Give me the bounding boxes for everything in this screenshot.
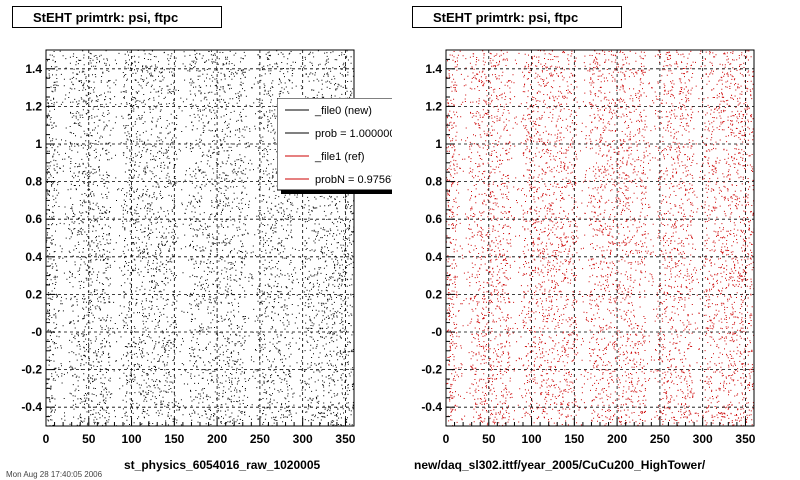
x-tick-label: 250 (650, 432, 670, 446)
y-tick-label: -0.4 (21, 400, 42, 414)
y-tick-label: -0 (431, 325, 442, 339)
grid (46, 50, 354, 426)
chart-panel-1: 0 50 100 150 200 250 300 350 -0.4 -0.2 -0 0.2 0.4 0.6… (421, 49, 756, 446)
y-tick-label: 0.8 (25, 175, 42, 189)
right-chart-title: StEHT primtrk: psi, ftpc (412, 6, 622, 28)
x-tick-label: 0 (43, 432, 50, 446)
legend-entry-label: _file0 (new) (314, 105, 372, 117)
x-tick-label: 200 (207, 432, 227, 446)
x-tick-label: 300 (693, 432, 713, 446)
y-tick-label: 1.2 (425, 99, 442, 113)
x-tick-label: 50 (82, 432, 96, 446)
right-chart-xlabel: new/daq_sl302.ittf/year_2005/CuCu200_Hig… (414, 458, 706, 472)
scatter-point-cloud (46, 50, 354, 426)
y-tick-label: -0 (31, 325, 42, 339)
scatter-points (446, 50, 754, 426)
y-tick-label: 0.6 (25, 212, 42, 226)
x-tick-label: 0 (443, 432, 450, 446)
left-chart-title: StEHT primtrk: psi, ftpc (12, 6, 222, 28)
scatter-point-cloud (446, 50, 754, 426)
legend: _file0 (new) prob = 1.000000 _file1 (ref) p… (277, 98, 403, 194)
legend-box (277, 98, 392, 191)
y-tick-label: 0.4 (425, 250, 442, 264)
y-tick-label: 0.8 (425, 175, 442, 189)
legend-entry-label: probN = 0.975675 (315, 174, 403, 186)
x-tick-label: 350 (735, 432, 755, 446)
y-tick-label: 0.2 (25, 287, 42, 301)
x-tick-label: 300 (293, 432, 313, 446)
chart-panel-0: 0 50 100 150 200 250 300 350 -0.4 -0.2 -0 0.2 0.4 0.6… (21, 49, 356, 446)
x-tick-label: 250 (250, 432, 270, 446)
legend-entry-label: _file1 (ref) (314, 151, 365, 163)
legend-entry-label: prob = 1.000000 (315, 128, 395, 140)
y-tick-label: -0.2 (421, 363, 442, 377)
y-tick-label: 0.6 (425, 212, 442, 226)
scatter-points (46, 50, 354, 426)
y-tick-label: 0.2 (425, 287, 442, 301)
timestamp: Mon Aug 28 17:40:05 2006 (6, 470, 103, 479)
x-tick-label: 350 (335, 432, 355, 446)
y-tick-label: -0.4 (421, 400, 442, 414)
x-tick-label: 100 (522, 432, 542, 446)
y-tick-label: 1.4 (425, 62, 442, 76)
y-tick-label: 1.4 (25, 62, 42, 76)
x-tick-label: 150 (564, 432, 584, 446)
y-tick-label: -0.2 (21, 363, 42, 377)
y-tick-label: 1.2 (25, 99, 42, 113)
x-tick-label: 200 (607, 432, 627, 446)
y-tick-label: 1 (35, 137, 42, 151)
x-tick-label: 50 (482, 432, 496, 446)
y-tick-label: 0.4 (25, 250, 42, 264)
grid (446, 50, 754, 426)
x-tick-label: 150 (164, 432, 184, 446)
y-tick-label: 1 (435, 137, 442, 151)
x-tick-label: 100 (122, 432, 142, 446)
left-chart-xlabel: st_physics_6054016_raw_1020005 (124, 458, 321, 472)
